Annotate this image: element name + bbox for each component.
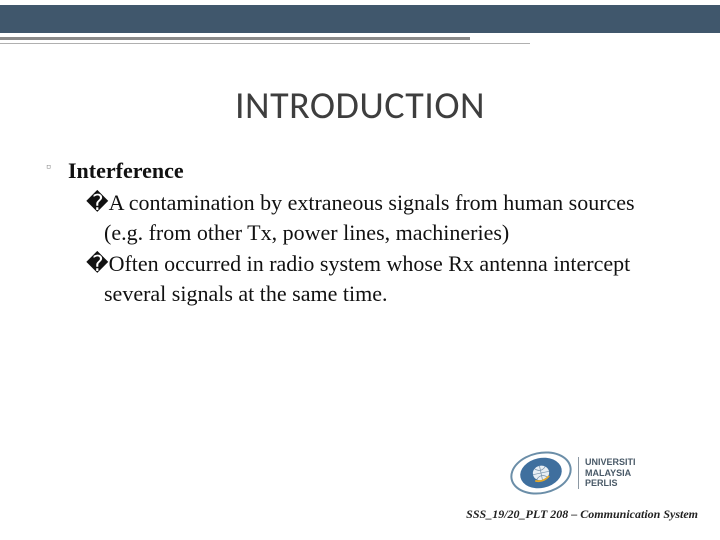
university-logo: UNIVERSITI MALAYSIA PERLIS xyxy=(510,448,680,498)
bullet-item: A contamination by extraneous signals fr… xyxy=(86,188,660,247)
slide-title: INTRODUCTION xyxy=(0,83,720,129)
footer-text: SSS_19/20_PLT 208 – Communication System xyxy=(466,507,698,522)
content-region: Interference A contamination by extraneo… xyxy=(68,158,660,311)
logo-emblem xyxy=(510,452,572,494)
logo-line-3: PERLIS xyxy=(585,478,636,488)
bullet-item: Often occurred in radio system whose Rx … xyxy=(86,249,660,308)
subheading: Interference xyxy=(68,158,660,184)
logo-line-2: MALAYSIA xyxy=(585,468,636,478)
accent-line-thick xyxy=(0,37,470,40)
logo-line-1: UNIVERSITI xyxy=(585,457,636,467)
logo-text: UNIVERSITI MALAYSIA PERLIS xyxy=(578,457,636,488)
accent-line-thin xyxy=(0,43,530,44)
top-decorative-band xyxy=(0,5,720,33)
globe-icon xyxy=(528,461,554,485)
